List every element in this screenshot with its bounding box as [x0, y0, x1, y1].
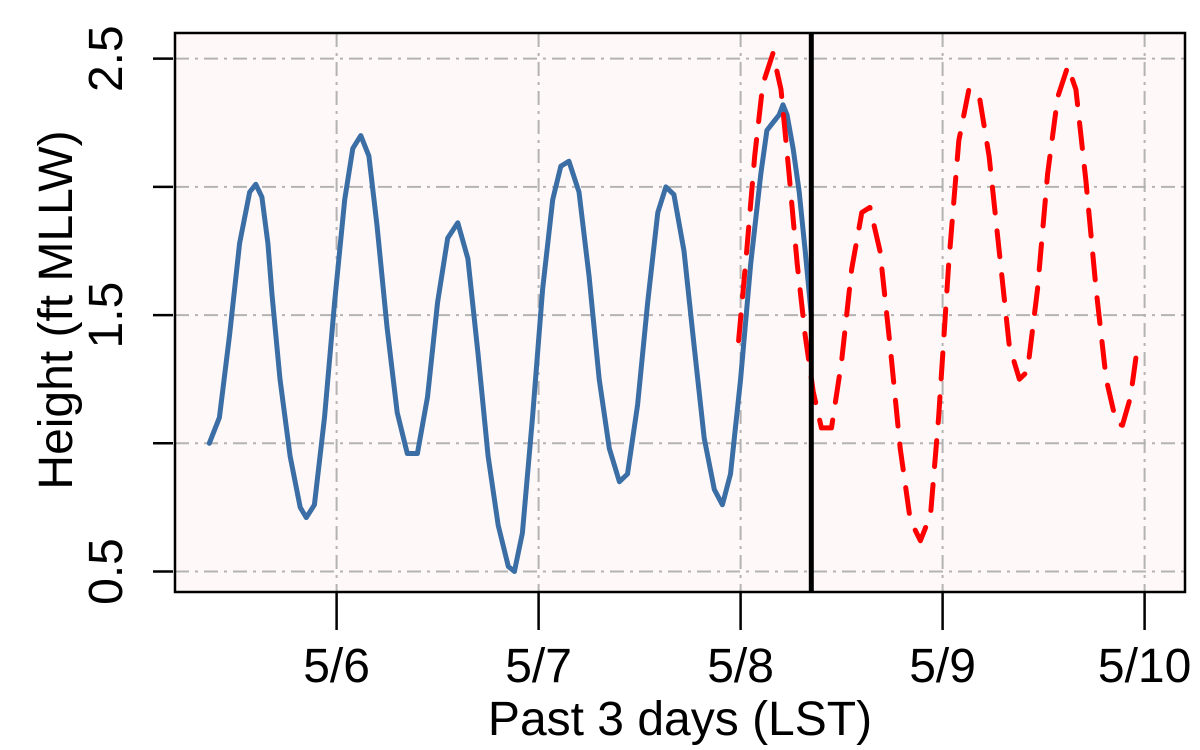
plot-background [175, 33, 1185, 592]
x-tick-label: 5/10 [1098, 640, 1191, 693]
y-tick-label: 2.5 [80, 25, 133, 92]
x-axis: 5/6 5/7 5/8 5/9 5/10 [303, 592, 1191, 693]
x-tick-label: 5/9 [909, 640, 976, 693]
forecast-line [736, 51, 1139, 544]
x-axis-title: Past 3 days (LST) [488, 693, 872, 746]
series [206, 51, 1139, 574]
x-tick-label: 5/6 [303, 640, 370, 693]
y-tick-label: 0.5 [80, 538, 133, 605]
plot-frame [173, 31, 1187, 594]
y-tick-label: 1.5 [80, 282, 133, 349]
x-tick-label: 5/7 [505, 640, 572, 693]
y-axis: 0.5 1.5 2.5 [80, 25, 173, 605]
x-tick-label: 5/8 [707, 640, 774, 693]
observed-line [206, 102, 814, 574]
y-axis-title: Height (ft MLLW) [30, 130, 83, 489]
grid [175, 33, 1185, 592]
